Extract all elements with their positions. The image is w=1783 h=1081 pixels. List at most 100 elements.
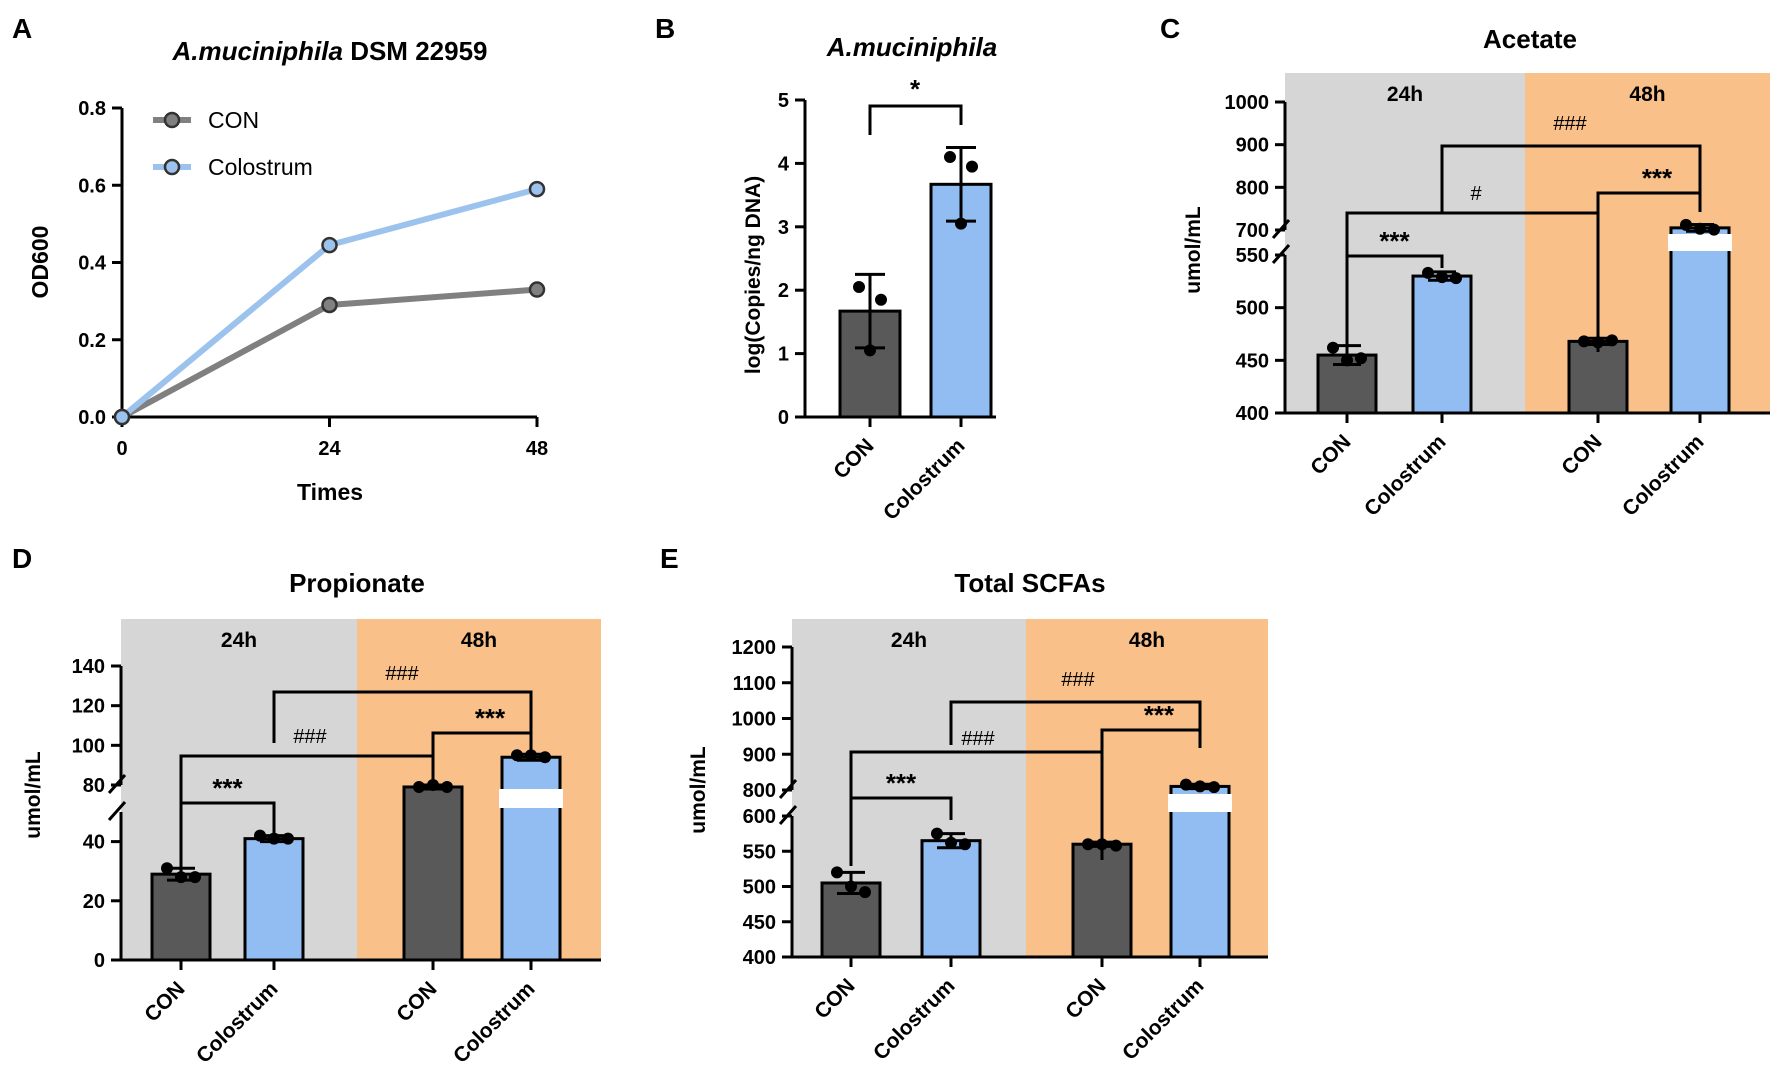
- panel-e-ytick-label: 500: [743, 877, 776, 899]
- panel-d-category-label: Colostrum: [449, 977, 540, 1068]
- panel-c-ytick-label: 450: [1236, 350, 1269, 372]
- panel-d-significance-24h: ***: [212, 773, 243, 803]
- panel-e-ytick-label: 400: [743, 947, 776, 969]
- panel-c-data-point: [1694, 222, 1706, 235]
- panel-e-bracket-colostrum: [949, 700, 1202, 748]
- panel-d-data-point: [413, 780, 425, 793]
- panel-d-bracket-colostrum: [272, 690, 533, 750]
- panel-b-ytick-label: 1: [778, 344, 789, 366]
- panel-e-ytick-label: 900: [743, 744, 776, 766]
- panel-c-y-axis-title: umol/mL: [1182, 206, 1205, 294]
- panel-b-ytick-label: 5: [778, 90, 789, 112]
- panel-e-data-point: [1208, 781, 1220, 794]
- panel-e-bar-1: [920, 839, 982, 959]
- panel-e-significance-24h: ***: [886, 768, 917, 798]
- panel-c-significance-con: #: [1470, 183, 1482, 205]
- panel-d-period-label: 24h: [221, 629, 257, 652]
- panel-e-bar-0: [820, 881, 882, 959]
- panel-b-ytick-label: 3: [778, 217, 789, 239]
- panel-c-category-label: CON: [1306, 430, 1355, 479]
- panel-c-data-point: [1606, 334, 1618, 347]
- panel-e-bar-2: [1071, 842, 1133, 959]
- panel-a-xtick-label: 0: [116, 438, 127, 460]
- panel-c-data-point: [1341, 354, 1353, 367]
- panel-c-category-label: Colostrum: [1618, 430, 1709, 521]
- panel-d-data-point: [441, 780, 453, 793]
- panel-a-x-axis-title: Times: [297, 479, 363, 505]
- panel-d-data-point: [175, 871, 187, 884]
- panel-c-period-label: 24h: [1387, 83, 1423, 106]
- panel-c-significance-24h: ***: [1379, 226, 1410, 256]
- panel-a-y-axis-title: OD600: [27, 226, 53, 299]
- panel-c-data-point: [1708, 223, 1720, 236]
- panel-c-category-label: CON: [1557, 430, 1606, 479]
- panel-d-bar-1: [243, 837, 305, 962]
- panel-a-title-rest: DSM 22959: [343, 36, 488, 66]
- panel-a-data-point: [528, 180, 546, 198]
- panel-c-title: Acetate: [1483, 24, 1577, 54]
- panel-a-data-point: [113, 408, 131, 426]
- panel-b-data-point: [853, 281, 865, 294]
- panel-a-legend-marker: [163, 158, 181, 176]
- panel-c-bar-1: [1411, 274, 1473, 415]
- panel-d-significance-48h: ***: [475, 703, 506, 733]
- panel-c-ytick-label: 500: [1236, 298, 1269, 320]
- panel-d-data-point: [539, 751, 551, 764]
- panel-e-data-point: [931, 827, 943, 840]
- panel-b-ytick-label: 0: [778, 407, 789, 429]
- panel-d-ytick-label: 100: [72, 735, 105, 757]
- panel-b-title: A.muciniphila: [826, 32, 997, 62]
- panel-e-data-point: [945, 836, 957, 849]
- panel-d-period-label: 48h: [461, 629, 497, 652]
- panel-d-bar-break-gap: [499, 789, 563, 808]
- panel-b-category-label: CON: [829, 434, 878, 483]
- panel-label-e: E: [660, 543, 679, 574]
- panel-d-bracket-con: [179, 733, 435, 868]
- panel-c-data-point: [1355, 352, 1367, 365]
- panel-d-data-point: [282, 832, 294, 845]
- panel-c-bracket-con: [1345, 193, 1600, 352]
- panel-e-period-label: 24h: [891, 629, 927, 652]
- panel-c-period-label: 48h: [1629, 83, 1665, 106]
- panel-e-ytick-label: 800: [743, 780, 776, 802]
- panel-d-ytick-label: 40: [83, 832, 105, 854]
- panel-a-ytick-label: 0.0: [78, 407, 106, 429]
- panel-c-data-point: [1327, 341, 1339, 354]
- panel-c-ytick-label: 700: [1236, 220, 1269, 242]
- panel-d-y-axis-title: umol/mL: [22, 751, 45, 839]
- panel-e-bar-3: [1169, 784, 1231, 959]
- panel-d-significance-con: ###: [293, 726, 327, 748]
- panel-b-data-point: [944, 151, 956, 164]
- panel-d-significance-colostrum: ###: [385, 663, 419, 685]
- panel-b-y-axis-title: log(Copies/ng DNA): [742, 176, 765, 374]
- panel-e-y-axis-title: umol/mL: [687, 746, 710, 834]
- panel-e-ytick-label: 550: [743, 841, 776, 863]
- panel-b-data-point: [955, 217, 967, 230]
- panel-b-data-point: [966, 160, 978, 173]
- panel-e-significance-con: ###: [961, 728, 995, 750]
- panel-a-ytick-label: 0.2: [78, 330, 106, 352]
- panel-d-category-label: Colostrum: [192, 977, 283, 1068]
- panel-e-data-point: [845, 880, 857, 893]
- panel-a-data-point: [321, 236, 338, 254]
- panel-e-bracket-con: [849, 730, 1104, 866]
- panel-a-data-point: [321, 296, 338, 314]
- panel-a-legend-marker: [163, 111, 181, 129]
- panel-e-data-point: [959, 838, 971, 851]
- panel-label-b: B: [655, 13, 675, 44]
- panel-d-data-point: [254, 829, 266, 842]
- panel-d-data-point: [511, 749, 523, 762]
- panel-e-data-point: [1180, 778, 1192, 791]
- panel-b-significance-bracket: [868, 104, 963, 135]
- panel-e-ytick-label: 600: [743, 806, 776, 828]
- panel-a-title-italic: A.muciniphila: [172, 36, 343, 66]
- panel-c-ytick-label: 1000: [1225, 92, 1270, 114]
- panel-e-ytick-label: 1200: [732, 637, 777, 659]
- panel-b-ytick-label: 4: [778, 153, 790, 175]
- panel-b-category-label: Colostrum: [879, 434, 970, 525]
- panel-d-category-label: CON: [140, 977, 189, 1026]
- panel-d-ytick-label: 80: [83, 775, 105, 797]
- panel-d-data-point: [525, 749, 537, 762]
- panel-d-title: Propionate: [289, 568, 425, 598]
